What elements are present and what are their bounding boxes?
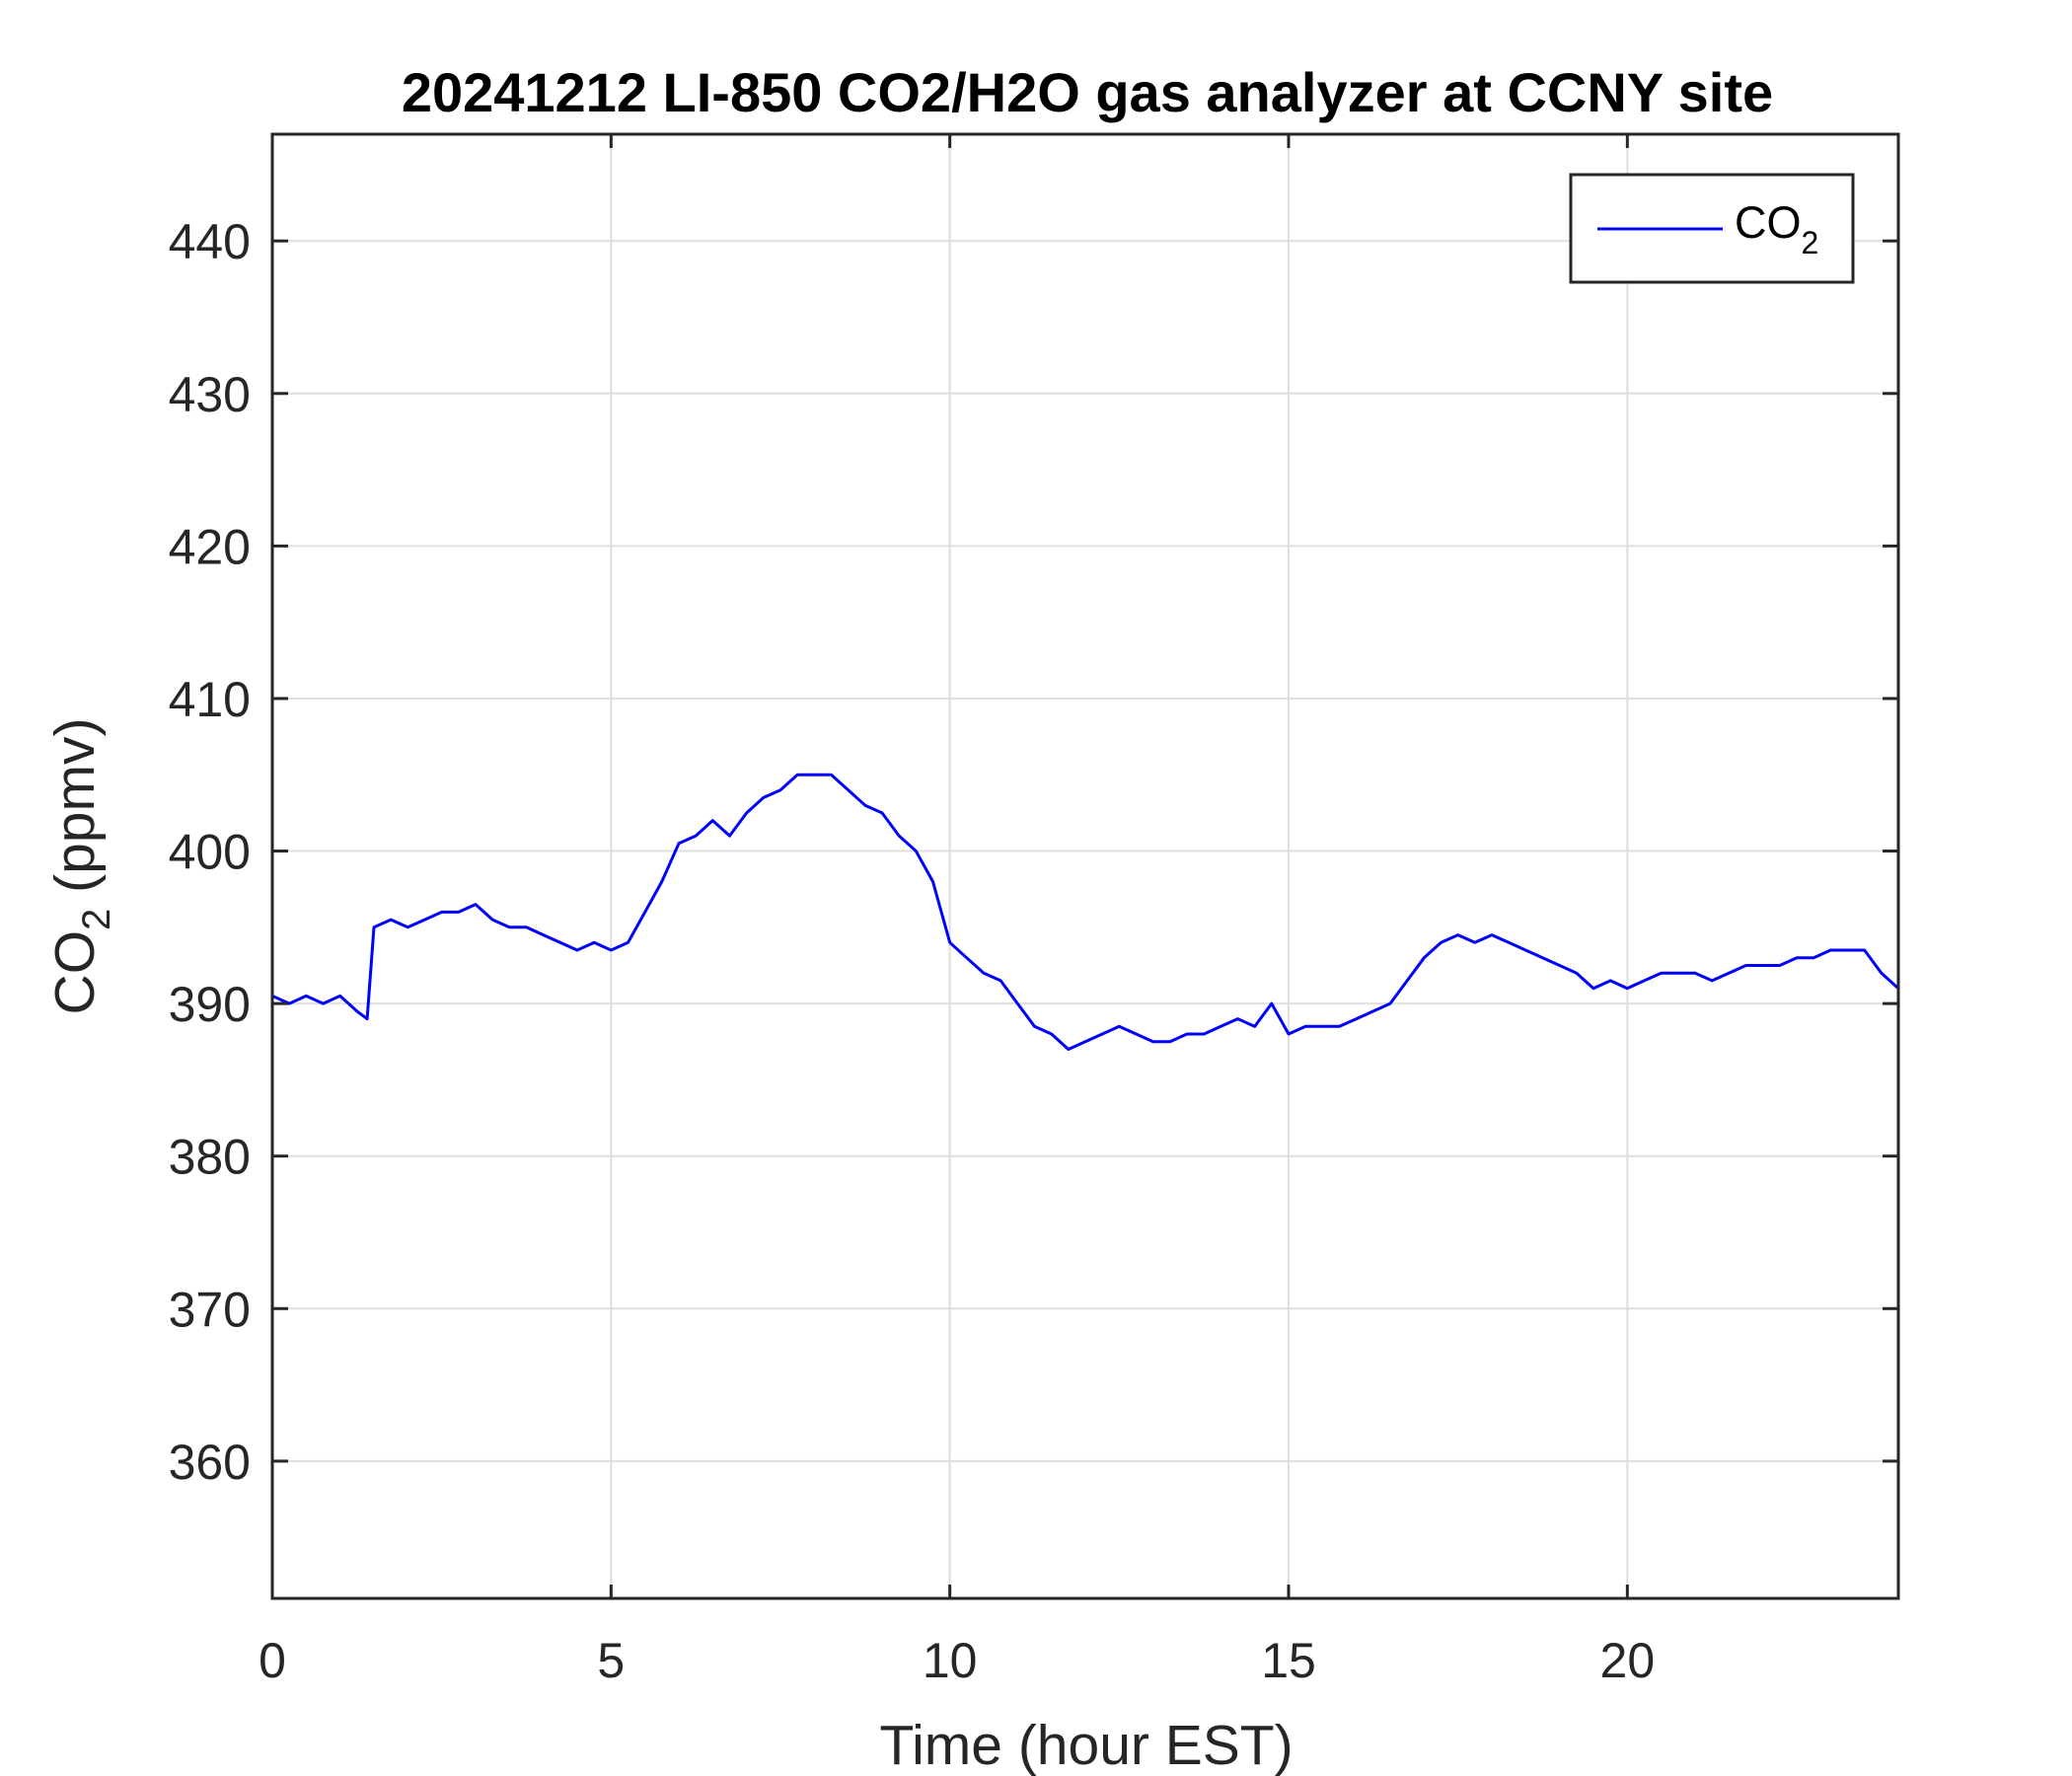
y-tick-label: 390 bbox=[169, 977, 251, 1032]
x-tick-label: 20 bbox=[1600, 1633, 1656, 1688]
y-tick-label: 360 bbox=[169, 1435, 251, 1490]
axis-ticks: 0 5 10 15 20 360 370 380 390 400 410 420 430 440 bbox=[169, 134, 1898, 1688]
y-tick-label: 400 bbox=[169, 825, 251, 880]
legend-label-base: CO bbox=[1735, 197, 1802, 248]
y-tick-label: 440 bbox=[169, 214, 251, 269]
plot-area bbox=[271, 773, 1900, 1051]
x-tick-label: 0 bbox=[259, 1633, 286, 1688]
x-tick-label: 10 bbox=[923, 1633, 978, 1688]
legend-label-subscript: 2 bbox=[1802, 225, 1819, 260]
series-line bbox=[271, 773, 1900, 1051]
axes-box bbox=[270, 132, 1900, 1600]
y-axis-label-unit: (ppmv) bbox=[43, 718, 107, 909]
x-tick-label: 15 bbox=[1261, 1633, 1316, 1688]
y-tick-label: 380 bbox=[169, 1130, 251, 1185]
chart-title: 20241212 LI-850 CO2/H2O gas analyzer at … bbox=[402, 61, 1773, 123]
y-axis-label-base: CO bbox=[43, 930, 107, 1015]
y-tick-label: 430 bbox=[169, 367, 251, 422]
y-tick-label: 370 bbox=[169, 1282, 251, 1337]
y-axis-label: CO2 (ppmv) bbox=[43, 718, 118, 1015]
x-tick-label: 5 bbox=[597, 1633, 625, 1688]
y-axis-label-subscript: 2 bbox=[75, 909, 118, 930]
y-tick-label: 410 bbox=[169, 672, 251, 727]
y-tick-label: 420 bbox=[169, 519, 251, 574]
legend-label-co2: CO2 bbox=[1735, 197, 1818, 260]
x-axis-label: Time (hour EST) bbox=[879, 1714, 1293, 1776]
grid bbox=[271, 134, 1898, 1598]
series-co2 bbox=[271, 773, 1900, 1051]
legend: CO2 bbox=[1569, 173, 1855, 284]
